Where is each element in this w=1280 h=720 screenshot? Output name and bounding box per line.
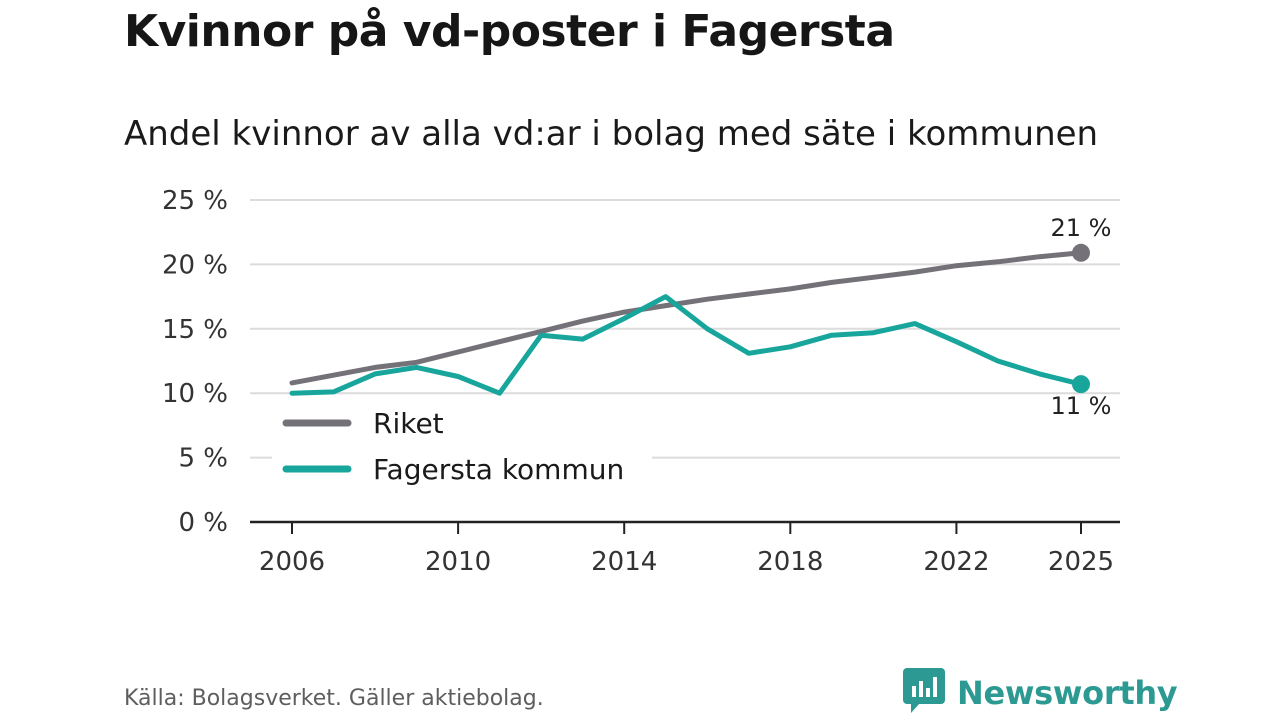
legend-background bbox=[272, 398, 652, 496]
y-tick-label: 25 % bbox=[162, 186, 228, 216]
legend-label: Riket bbox=[373, 407, 444, 440]
y-tick-label: 20 % bbox=[162, 250, 228, 280]
x-tick-label: 2018 bbox=[757, 547, 823, 577]
chart-subtitle: Andel kvinnor av alla vd:ar i bolag med … bbox=[124, 114, 1099, 154]
y-tick-label: 5 % bbox=[178, 444, 228, 474]
x-tick-label: 2025 bbox=[1048, 547, 1114, 577]
end-point-fagersta bbox=[1072, 375, 1090, 394]
line-chart: 0 % 5 % 10 % 15 % 20 % 25 % 2006 2010 2014 2018 20… bbox=[162, 186, 1120, 577]
chart-title: Kvinnor på vd-poster i Fagersta bbox=[124, 6, 895, 57]
newsworthy-brand[interactable]: Newsworthy bbox=[903, 668, 1178, 718]
x-tick-label: 2010 bbox=[425, 547, 491, 577]
x-tick-label: 2006 bbox=[259, 547, 325, 577]
newsworthy-logo-icon bbox=[903, 668, 945, 718]
series-line-fagersta bbox=[289, 294, 1084, 396]
brand-name: Newsworthy bbox=[957, 674, 1178, 712]
legend-label: Fagersta kommun bbox=[373, 453, 624, 486]
y-tick-label: 10 % bbox=[162, 379, 228, 409]
y-tick-label: 0 % bbox=[178, 508, 228, 538]
y-tick-label: 15 % bbox=[162, 315, 228, 345]
x-tick-label: 2014 bbox=[591, 547, 657, 577]
end-point-riket bbox=[1072, 243, 1090, 262]
series-line-riket bbox=[289, 250, 1084, 386]
end-label-riket: 21 % bbox=[1051, 214, 1112, 242]
source-note: Källa: Bolagsverket. Gäller aktiebolag. bbox=[124, 686, 544, 711]
end-label-fagersta: 11 % bbox=[1051, 392, 1112, 420]
x-tick-label: 2022 bbox=[923, 547, 989, 577]
